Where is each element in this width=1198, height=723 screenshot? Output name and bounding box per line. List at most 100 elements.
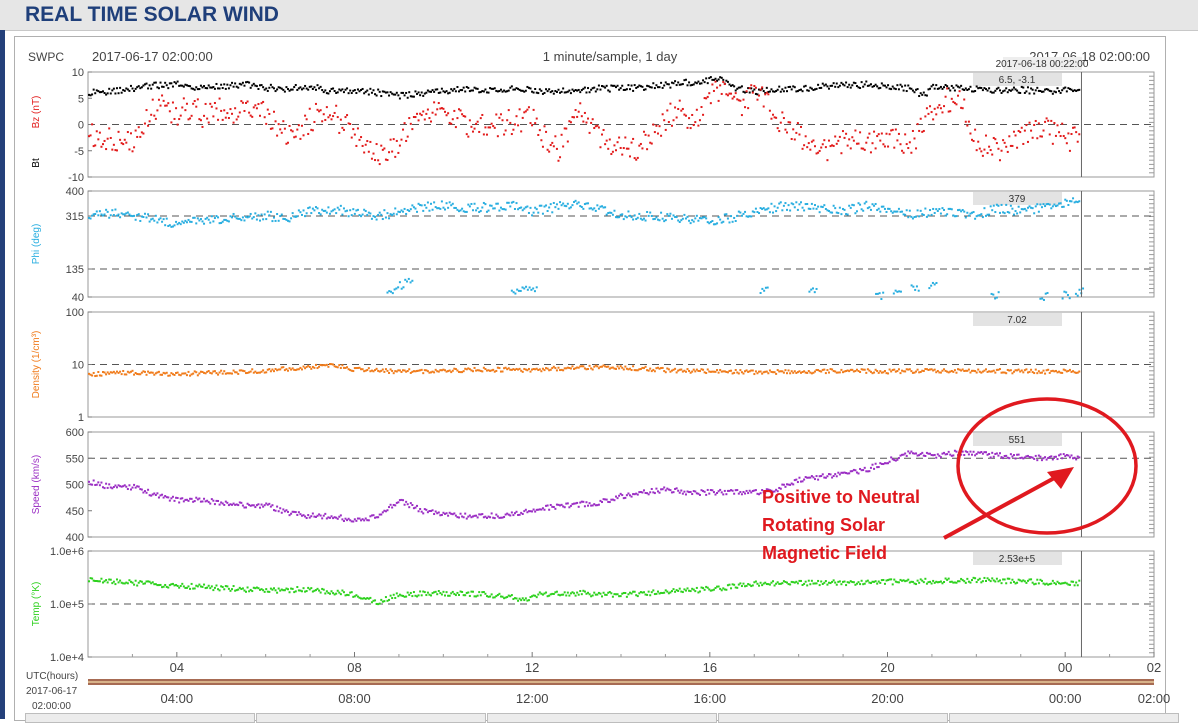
cursor-time-box [1003,57,1082,70]
data-point [686,587,689,590]
data-point [221,118,224,121]
data-point [457,210,460,213]
data-point [397,286,400,289]
data-point [117,213,120,216]
data-point [88,580,90,583]
data-point [271,127,274,130]
data-point [855,85,858,88]
data-point [823,84,826,87]
data-point [935,371,938,374]
data-point [992,579,995,582]
data-point [723,370,726,373]
data-point [568,207,571,210]
data-point [681,217,684,220]
data-point [310,367,313,370]
data-point [181,84,184,87]
data-point [1056,124,1059,127]
data-point [835,82,838,85]
data-point [548,150,551,153]
data-point [891,211,894,214]
data-point [583,111,586,114]
data-point [616,216,619,219]
data-point [988,145,991,148]
x-tick-label: 16 [703,660,717,675]
data-point [496,593,499,596]
data-point [269,210,272,213]
y-axis-label-speed: Speed (km/s) [31,455,42,514]
data-point [243,370,246,373]
data-point [751,90,754,93]
data-point [293,591,296,594]
data-point [730,84,733,87]
data-point [440,593,443,596]
data-point [639,142,642,145]
data-point [478,91,481,94]
data-point [457,370,460,373]
bottom-tab-2[interactable] [256,713,486,723]
data-point [148,371,151,374]
data-point [781,483,784,486]
data-point [327,516,330,519]
data-point [728,83,731,86]
data-point [725,79,728,82]
data-point [405,370,408,373]
data-point [262,589,265,592]
data-point [664,81,667,84]
data-point [150,494,153,497]
data-point [117,92,120,95]
data-point [786,372,789,375]
data-point [162,496,165,499]
data-point [195,105,198,108]
data-point [901,453,904,456]
data-point [299,86,302,89]
data-point [876,85,879,88]
bottom-tab-4[interactable] [718,713,948,723]
data-point [199,585,202,588]
data-point [520,369,523,372]
data-point [537,593,540,596]
data-point [454,206,457,209]
data-point [426,370,429,373]
data-point [991,370,994,373]
data-point [742,582,745,585]
data-point [546,504,549,507]
data-point [975,215,978,218]
data-point [419,590,422,593]
data-point [535,286,538,289]
data-point [206,216,209,219]
data-point [392,372,395,375]
data-point [961,579,964,582]
data-point [855,582,858,585]
data-point [927,581,930,584]
data-point [846,581,849,584]
data-point [594,593,597,596]
data-point [823,581,826,584]
data-point [226,372,229,375]
data-point [551,211,554,214]
data-point [974,128,977,131]
data-point [468,119,471,122]
data-point [543,125,546,128]
data-point [133,90,136,93]
data-point [503,208,506,211]
data-point [840,81,843,84]
data-point [635,218,638,221]
data-point [666,487,669,490]
data-point [392,593,395,596]
data-point [924,115,927,118]
data-point [712,78,715,81]
data-point [262,218,265,221]
data-point [689,127,692,130]
data-point [939,371,942,374]
data-point [372,370,375,373]
data-point [159,217,162,220]
bottom-tab-1[interactable] [25,713,255,723]
data-point [714,493,717,496]
data-point [552,145,555,148]
bottom-tab-5[interactable] [949,713,1179,723]
data-point [591,87,594,90]
data-point [597,126,600,129]
data-point [310,128,313,131]
bottom-tab-3[interactable] [487,713,717,723]
data-point [529,370,532,373]
